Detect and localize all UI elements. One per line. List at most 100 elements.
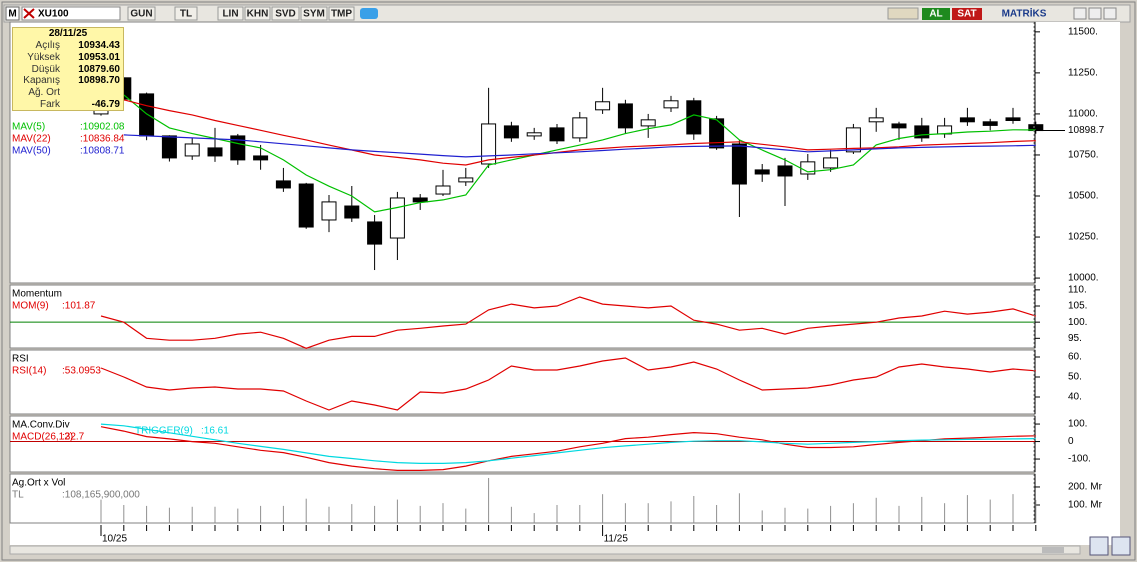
info-value: 10898.70 bbox=[78, 75, 120, 87]
y-tick-label: 100. bbox=[1068, 317, 1087, 328]
y-axis-area bbox=[1035, 22, 1120, 545]
tool-icons[interactable] bbox=[887, 7, 919, 20]
panel bbox=[9, 349, 1036, 415]
sell-button[interactable] bbox=[952, 8, 982, 20]
symbol: XU100 bbox=[38, 9, 69, 20]
close-button[interactable] bbox=[1103, 7, 1117, 20]
candle-body bbox=[367, 221, 383, 245]
info-label: Düşük bbox=[31, 63, 60, 75]
scrollbar[interactable] bbox=[9, 545, 1081, 555]
info-date: 28/11/25 bbox=[48, 28, 88, 39]
y-tick-label: -100. bbox=[1068, 454, 1091, 465]
legend-value: :53.0953 bbox=[62, 366, 101, 377]
info-value: 10953.01 bbox=[78, 51, 120, 63]
panel-title: Ag.Ort x Vol bbox=[12, 478, 65, 489]
toolbar-button-label: TL bbox=[180, 9, 192, 20]
maximize-button[interactable] bbox=[1088, 7, 1102, 20]
legend-value: :10808.71 bbox=[80, 146, 125, 157]
x-axis-area bbox=[10, 523, 1120, 545]
legend-value: :10902.08 bbox=[80, 122, 125, 133]
toolbar-button[interactable] bbox=[300, 6, 328, 21]
info-label: Açılış bbox=[35, 40, 60, 51]
candle-body bbox=[709, 118, 725, 149]
candle-body bbox=[412, 197, 428, 203]
legend-value: :101.87 bbox=[62, 301, 96, 312]
candle-body bbox=[344, 205, 360, 219]
candle-body bbox=[823, 157, 839, 169]
info-label: Yüksek bbox=[27, 51, 60, 63]
scroll-thumb[interactable] bbox=[1042, 547, 1064, 553]
y-tick-label: 100. bbox=[1068, 419, 1087, 430]
indicator-line bbox=[100, 357, 1036, 411]
y-tick-label: 110. bbox=[1068, 284, 1087, 295]
toolbar-button-label: KHN bbox=[247, 9, 269, 20]
toolbar-button-label: TMP bbox=[331, 9, 352, 20]
candle-body bbox=[389, 197, 405, 239]
info-label: Ağ. Ort bbox=[28, 87, 60, 99]
candle-body bbox=[572, 117, 588, 139]
y-tick-label: 10500. bbox=[1068, 191, 1099, 202]
candle-body bbox=[845, 127, 861, 153]
candle-body bbox=[503, 125, 519, 139]
minimize-button[interactable] bbox=[1073, 7, 1087, 20]
toolbar-button[interactable] bbox=[271, 6, 300, 21]
indicator-line bbox=[100, 296, 1036, 349]
legend-name: MAV(22) bbox=[12, 134, 51, 145]
info-row: Fark -46.79 bbox=[13, 99, 123, 111]
panel-title: RSI bbox=[12, 354, 29, 365]
candle-body bbox=[481, 123, 497, 165]
y-tick-label: 40. bbox=[1068, 392, 1082, 403]
y-tick-label: 105. bbox=[1068, 301, 1087, 312]
toolbar-button[interactable] bbox=[174, 6, 198, 21]
candle-body bbox=[754, 169, 770, 175]
toolbar-button[interactable] bbox=[217, 6, 244, 21]
info-row: Ağ. Ort bbox=[13, 87, 123, 99]
candle-body bbox=[595, 101, 611, 111]
info-row: Açılış 10934.43 bbox=[13, 40, 123, 52]
candle-body bbox=[207, 147, 223, 157]
buy-button[interactable] bbox=[922, 8, 950, 20]
buy-label: AL bbox=[929, 9, 942, 20]
settings-button[interactable] bbox=[1111, 536, 1131, 556]
candle-body bbox=[230, 135, 246, 161]
y-tick-label: 60. bbox=[1068, 352, 1082, 363]
legend-name: MAV(50) bbox=[12, 146, 51, 157]
legend-value: :32.7 bbox=[62, 432, 85, 443]
legend-name: MAV(5) bbox=[12, 122, 45, 133]
legend-value: :10836.84 bbox=[80, 134, 125, 145]
info-row: Kapanış 10898.70 bbox=[13, 75, 123, 87]
twitter-button[interactable] bbox=[360, 8, 378, 19]
panel-title: Momentum bbox=[12, 289, 62, 300]
info-label: Fark bbox=[40, 98, 60, 110]
logo-box[interactable] bbox=[5, 6, 20, 21]
toolbar-button[interactable] bbox=[328, 6, 355, 21]
candle-body bbox=[275, 180, 291, 189]
candle-body bbox=[321, 201, 337, 221]
toolbar-button[interactable] bbox=[244, 6, 271, 21]
toolbar-button-label: LIN bbox=[222, 9, 238, 20]
info-value: 10934.43 bbox=[78, 40, 120, 51]
brand: MATRİKS bbox=[1002, 7, 1047, 20]
refresh-button[interactable] bbox=[1089, 536, 1109, 556]
y-tick-label: 95. bbox=[1068, 333, 1082, 344]
y-tick-label: 11500. bbox=[1068, 26, 1098, 37]
toolbar-button-label: SVD bbox=[275, 9, 296, 20]
candle-body bbox=[640, 119, 656, 127]
y-tick-label: 50. bbox=[1068, 372, 1082, 383]
symbol-field[interactable] bbox=[21, 6, 121, 21]
y-tick-label: 10250. bbox=[1068, 232, 1099, 243]
y-tick-label: 11000. bbox=[1068, 109, 1098, 120]
toolbar-button[interactable] bbox=[127, 6, 156, 21]
candle-body bbox=[298, 183, 314, 228]
candle-body bbox=[617, 103, 633, 129]
candle-body bbox=[731, 143, 747, 185]
toolbar-button-label: SYM bbox=[303, 9, 325, 20]
last-price-label: 10898.7 bbox=[1068, 125, 1105, 136]
legend-name: TL bbox=[12, 490, 24, 501]
toolbar-button-label: GUN bbox=[130, 9, 152, 20]
panel bbox=[9, 284, 1036, 349]
panel bbox=[9, 473, 1036, 524]
y-tick-label: 11250. bbox=[1068, 68, 1098, 79]
